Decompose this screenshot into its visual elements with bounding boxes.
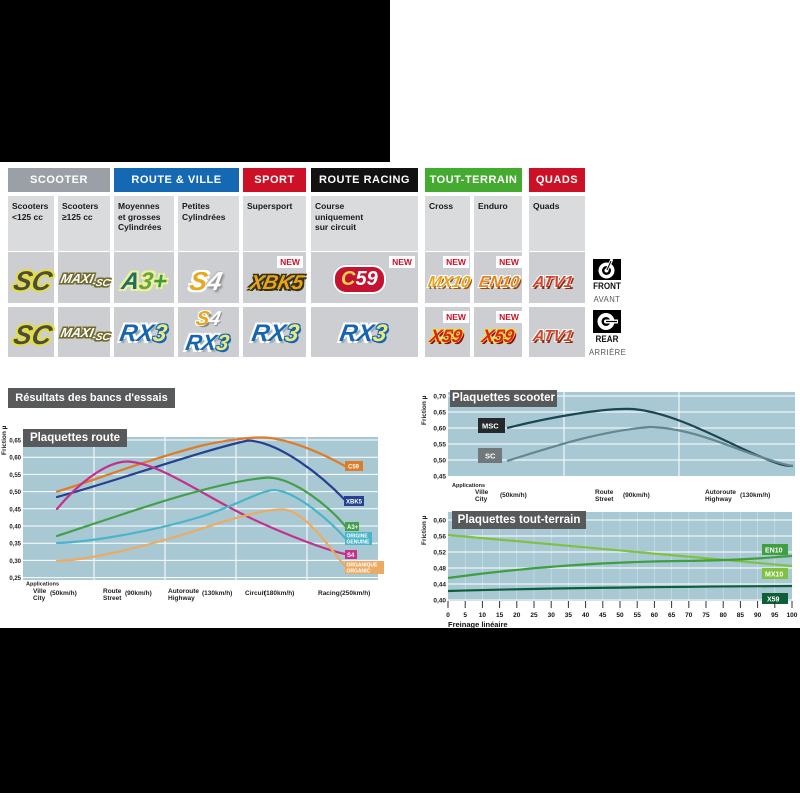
svg-text:(90km/h): (90km/h) (125, 590, 152, 597)
svg-text:20: 20 (513, 612, 521, 619)
svg-text:(180km/h): (180km/h) (264, 590, 294, 597)
svg-text:0,45: 0,45 (9, 507, 21, 513)
svg-text:0,70: 0,70 (433, 394, 446, 401)
svg-text:C59: C59 (348, 465, 360, 471)
svg-text:City: City (475, 496, 488, 503)
svg-text:(130km/h): (130km/h) (202, 590, 232, 597)
svg-text:Highway: Highway (168, 595, 195, 602)
svg-text:Applications: Applications (26, 582, 59, 588)
svg-text:(50km/h): (50km/h) (500, 492, 527, 499)
svg-text:45: 45 (599, 612, 607, 619)
svg-text:Route: Route (103, 588, 122, 595)
svg-text:City: City (33, 595, 46, 602)
svg-text:5: 5 (463, 612, 467, 619)
svg-text:0,45: 0,45 (433, 474, 446, 481)
svg-text:Circuit: Circuit (245, 590, 266, 597)
svg-text:70: 70 (685, 612, 693, 619)
svg-text:0,55: 0,55 (433, 442, 446, 449)
svg-text:Ville: Ville (33, 588, 47, 595)
svg-text:Applications: Applications (452, 483, 485, 489)
svg-text:15: 15 (496, 612, 504, 619)
svg-text:95: 95 (771, 612, 779, 619)
svg-text:100: 100 (787, 612, 798, 619)
svg-text:SC: SC (485, 452, 496, 461)
svg-text:10: 10 (479, 612, 487, 619)
svg-text:50: 50 (616, 612, 624, 619)
svg-text:ORIGINE: ORIGINE (347, 534, 369, 540)
svg-text:(50km/h): (50km/h) (50, 590, 77, 597)
svg-text:0,65: 0,65 (433, 410, 446, 417)
svg-text:25: 25 (530, 612, 538, 619)
svg-text:0,25: 0,25 (9, 576, 21, 582)
svg-text:0,40: 0,40 (9, 525, 21, 531)
svg-text:Friction µ: Friction µ (421, 395, 428, 425)
svg-text:60: 60 (651, 612, 659, 619)
svg-text:0,44: 0,44 (433, 582, 446, 589)
svg-text:EN10: EN10 (765, 548, 783, 555)
svg-text:30: 30 (548, 612, 556, 619)
svg-text:90: 90 (754, 612, 762, 619)
svg-text:0,60: 0,60 (433, 518, 446, 525)
svg-text:Ville: Ville (475, 489, 489, 496)
svg-text:0,40: 0,40 (433, 598, 446, 605)
svg-text:(90km/h): (90km/h) (623, 492, 650, 499)
svg-text:0,35: 0,35 (9, 542, 21, 548)
svg-text:0,48: 0,48 (433, 566, 446, 573)
svg-text:Highway: Highway (705, 496, 732, 503)
svg-text:0,30: 0,30 (9, 559, 21, 565)
svg-text:80: 80 (720, 612, 728, 619)
svg-text:Street: Street (103, 595, 122, 602)
svg-text:Friction µ: Friction µ (1, 425, 8, 455)
svg-text:Freinage linéaire: Freinage linéaire (448, 620, 508, 629)
svg-text:S4: S4 (347, 553, 355, 559)
svg-text:MX10: MX10 (765, 572, 783, 579)
svg-text:85: 85 (737, 612, 745, 619)
svg-text:0,60: 0,60 (433, 426, 446, 433)
svg-text:55: 55 (634, 612, 642, 619)
svg-text:0,65: 0,65 (9, 439, 21, 445)
svg-text:ORGANIQUE: ORGANIQUE (347, 563, 379, 569)
svg-text:0,56: 0,56 (433, 534, 446, 541)
svg-text:X59: X59 (767, 597, 780, 604)
svg-text:75: 75 (702, 612, 710, 619)
svg-text:Autoroute: Autoroute (705, 489, 736, 496)
svg-text:A3+: A3+ (347, 525, 359, 531)
svg-text:ORGANIC: ORGANIC (347, 569, 371, 575)
svg-text:(250km/h): (250km/h) (340, 590, 370, 597)
svg-text:0,60: 0,60 (9, 456, 21, 462)
svg-text:(130km/h): (130km/h) (740, 492, 770, 499)
svg-text:0: 0 (446, 612, 450, 619)
svg-text:GENUINE: GENUINE (347, 540, 370, 546)
svg-text:0,52: 0,52 (433, 550, 446, 557)
svg-text:65: 65 (668, 612, 676, 619)
svg-text:35: 35 (565, 612, 573, 619)
svg-text:Autoroute: Autoroute (168, 588, 199, 595)
svg-text:XBK5: XBK5 (346, 500, 363, 506)
svg-text:Racing: Racing (318, 590, 340, 597)
svg-text:Street: Street (595, 496, 614, 503)
svg-text:0,50: 0,50 (9, 490, 21, 496)
svg-text:0,55: 0,55 (9, 473, 21, 479)
svg-text:Route: Route (595, 489, 614, 496)
svg-text:MSC: MSC (482, 422, 499, 431)
svg-text:Friction µ: Friction µ (421, 515, 428, 545)
svg-text:0,50: 0,50 (433, 458, 446, 465)
svg-text:40: 40 (582, 612, 590, 619)
